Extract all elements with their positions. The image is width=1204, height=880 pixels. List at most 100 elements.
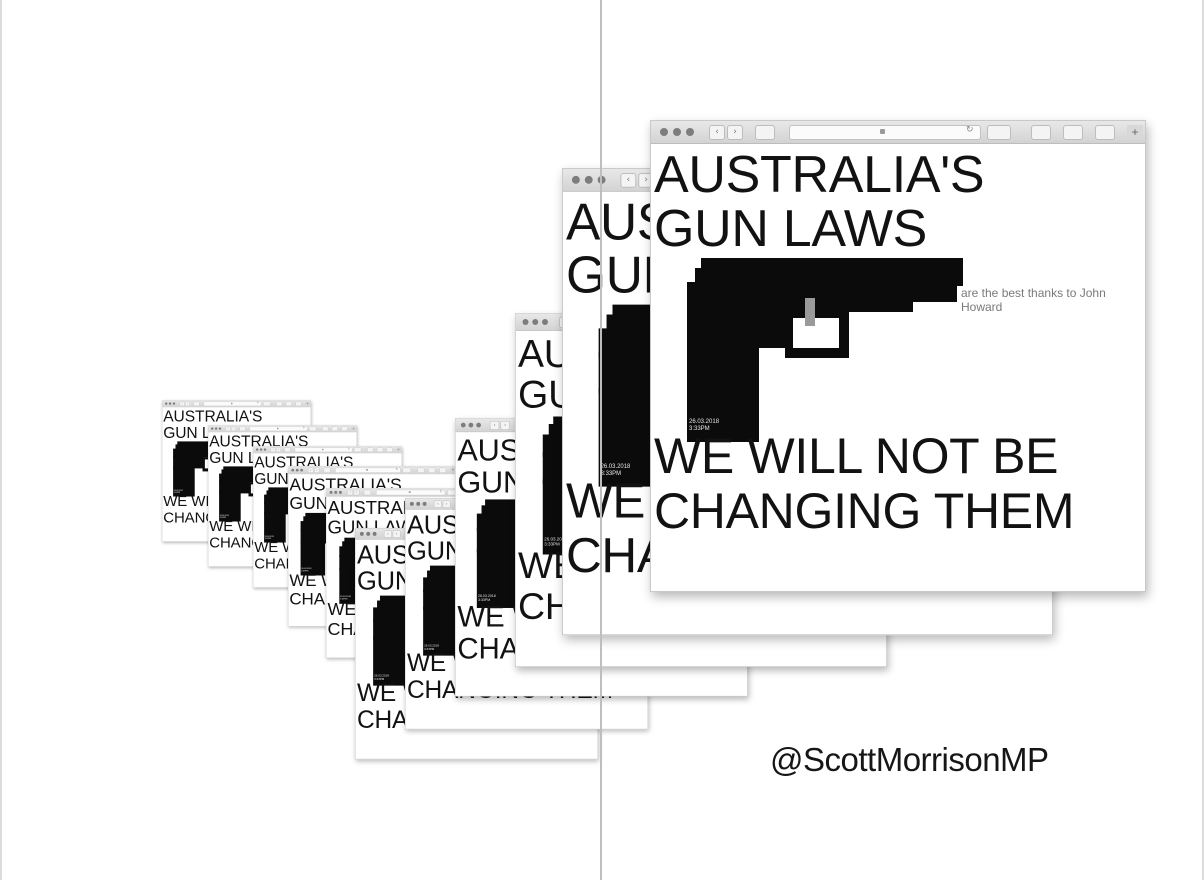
window-zoom-icon[interactable] <box>372 531 377 536</box>
back-icon[interactable]: ‹ <box>620 172 637 188</box>
window-minimize-icon[interactable] <box>214 427 218 430</box>
reload-icon[interactable]: ↻ <box>302 426 306 430</box>
sidebar-icon[interactable] <box>239 426 246 431</box>
window-minimize-icon[interactable] <box>295 468 299 472</box>
reload-icon[interactable]: ↻ <box>439 489 443 494</box>
back-icon[interactable]: ‹ <box>225 426 231 431</box>
window-minimize-icon[interactable] <box>168 402 172 405</box>
window-close-icon[interactable] <box>359 531 364 536</box>
window-zoom-icon[interactable] <box>686 128 694 136</box>
window-zoom-icon[interactable] <box>476 422 481 428</box>
window-close-icon[interactable] <box>165 402 168 405</box>
window-minimize-icon[interactable] <box>334 490 338 494</box>
download-icon[interactable] <box>276 401 283 406</box>
window-minimize-icon[interactable] <box>366 531 371 536</box>
post-closing-text: WE WILL NOT BE CHANGING THEM <box>654 429 1075 539</box>
tabs-icon[interactable] <box>439 467 447 473</box>
download-icon[interactable] <box>367 447 374 452</box>
window-close-icon[interactable] <box>256 448 259 451</box>
back-icon[interactable]: ‹ <box>179 401 185 406</box>
download-icon[interactable] <box>1031 125 1051 140</box>
share-icon[interactable] <box>285 401 292 406</box>
new-tab-icon[interactable]: + <box>1127 125 1143 139</box>
window-minimize-icon[interactable] <box>259 448 263 451</box>
window-close-icon[interactable] <box>571 175 580 184</box>
forward-icon[interactable]: › <box>314 467 320 473</box>
window-zoom-icon[interactable] <box>263 448 267 451</box>
headline-line-1: AUSTRALIA'S <box>163 407 263 426</box>
window-zoom-icon[interactable] <box>338 490 342 494</box>
address-bar[interactable]: ↻ <box>249 426 308 431</box>
forward-icon[interactable]: › <box>392 530 401 538</box>
reload-icon[interactable]: ↻ <box>256 401 260 405</box>
forward-icon[interactable]: › <box>353 489 360 496</box>
sidebar-icon[interactable] <box>323 467 331 473</box>
back-icon[interactable]: ‹ <box>347 489 353 496</box>
reload-icon[interactable]: ↻ <box>966 125 974 135</box>
window-zoom-icon[interactable] <box>422 501 427 506</box>
download-icon[interactable] <box>322 426 329 431</box>
window-close-icon[interactable] <box>522 319 529 325</box>
back-icon[interactable]: ‹ <box>270 447 276 452</box>
extension-icon[interactable] <box>309 426 317 431</box>
extension-icon[interactable] <box>402 467 411 473</box>
forward-icon[interactable]: › <box>276 447 281 452</box>
window-close-icon[interactable] <box>660 128 668 136</box>
share-icon[interactable] <box>428 467 436 473</box>
address-bar[interactable]: ↻ <box>789 125 981 140</box>
address-bar[interactable]: ↻ <box>294 447 353 452</box>
back-icon[interactable]: ‹ <box>308 467 314 473</box>
book-spine <box>600 0 602 880</box>
forward-icon[interactable]: › <box>442 500 451 508</box>
window-zoom-icon[interactable] <box>218 427 222 430</box>
forward-icon[interactable]: › <box>231 426 236 431</box>
forward-icon[interactable]: › <box>185 401 190 406</box>
window-zoom-icon[interactable] <box>300 468 303 472</box>
sidebar-icon[interactable] <box>193 401 200 406</box>
new-tab-icon[interactable]: + <box>396 447 401 452</box>
back-icon[interactable]: ‹ <box>383 530 392 538</box>
window-minimize-icon[interactable] <box>468 422 474 428</box>
tabs-icon[interactable] <box>341 426 348 431</box>
sidebar-icon[interactable] <box>363 489 371 496</box>
address-bar[interactable]: ↻ <box>203 401 262 406</box>
address-bar[interactable]: ↻ <box>335 467 401 473</box>
window-minimize-icon[interactable] <box>673 128 681 136</box>
post-time-stamp: 3:33PM <box>301 570 309 573</box>
address-bar[interactable]: ↻ <box>376 489 446 496</box>
window-minimize-icon[interactable] <box>584 175 593 184</box>
new-tab-icon[interactable]: + <box>351 426 356 431</box>
share-icon[interactable] <box>376 447 383 452</box>
share-icon[interactable] <box>1063 125 1083 140</box>
window-close-icon[interactable] <box>409 501 414 506</box>
extension-icon[interactable] <box>263 401 271 406</box>
back-icon[interactable]: ‹ <box>433 500 442 508</box>
new-tab-icon[interactable]: + <box>450 467 456 473</box>
tabs-icon[interactable] <box>295 401 302 406</box>
window-minimize-icon[interactable] <box>416 501 421 506</box>
download-icon[interactable] <box>417 467 425 473</box>
window-minimize-icon[interactable] <box>532 319 539 325</box>
forward-icon[interactable]: › <box>500 420 510 430</box>
window-close-icon[interactable] <box>291 468 295 472</box>
back-icon[interactable]: ‹ <box>489 420 500 430</box>
reload-icon[interactable]: ↻ <box>347 447 351 451</box>
window-zoom-icon[interactable] <box>172 402 176 405</box>
new-tab-icon[interactable]: + <box>305 401 310 406</box>
extension-icon[interactable] <box>354 447 362 452</box>
tabs-icon[interactable] <box>386 447 393 452</box>
back-icon[interactable]: ‹ <box>709 125 725 140</box>
sidebar-icon[interactable] <box>284 447 291 452</box>
tabs-icon[interactable] <box>1095 125 1115 140</box>
window-close-icon[interactable] <box>211 427 214 430</box>
reload-icon[interactable]: ↻ <box>395 467 399 472</box>
share-icon[interactable] <box>331 426 338 431</box>
window-close-icon[interactable] <box>329 490 333 494</box>
window-close-icon[interactable] <box>460 422 466 428</box>
browser-window-11[interactable]: ‹ › ↻ + AUSTRALIA'S GUN LAWS are <box>650 120 1146 592</box>
window-zoom-icon[interactable] <box>542 319 548 325</box>
post-time-stamp: 3:33PM <box>173 491 180 494</box>
extension-icon[interactable] <box>987 125 1011 140</box>
sidebar-icon[interactable] <box>755 125 775 140</box>
forward-icon[interactable]: › <box>727 125 743 140</box>
